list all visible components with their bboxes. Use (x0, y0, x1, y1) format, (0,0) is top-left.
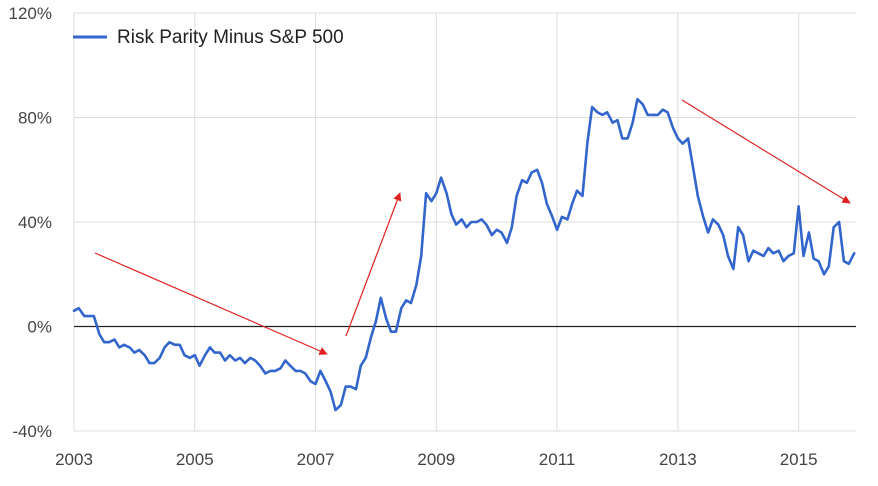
grid-lines (73, 12, 856, 432)
y-tick-label: 40% (18, 213, 52, 232)
y-tick-label: 120% (9, 4, 52, 23)
x-tick-label: 2007 (297, 450, 335, 469)
x-tick-label: 2011 (539, 450, 576, 469)
x-tick-label: 2003 (55, 450, 93, 469)
trend-arrow-2003-2007 (94, 252, 328, 355)
legend-label: Risk Parity Minus S&P 500 (117, 27, 344, 48)
x-axis-tick-labels: 2003 2005 2007 2009 2011 2013 2015 (55, 450, 817, 469)
x-tick-label: 2009 (417, 450, 455, 469)
trend-arrow-2007-2008 (345, 192, 402, 337)
series-line-risk-parity-minus-sp500 (72, 97, 856, 412)
y-tick-label: 80% (18, 109, 52, 128)
y-tick-label: -40% (12, 422, 52, 441)
x-tick-label: 2015 (780, 450, 818, 469)
x-tick-label: 2013 (659, 450, 697, 469)
x-tick-label: 2005 (176, 450, 214, 469)
y-axis-tick-labels: -40% 0% 40% 80% 120% (9, 4, 52, 441)
y-tick-label: 0% (27, 318, 52, 337)
trend-arrows (94, 99, 851, 355)
trend-arrow-2013-2015 (681, 99, 851, 204)
legend: Risk Parity Minus S&P 500 (73, 27, 344, 48)
